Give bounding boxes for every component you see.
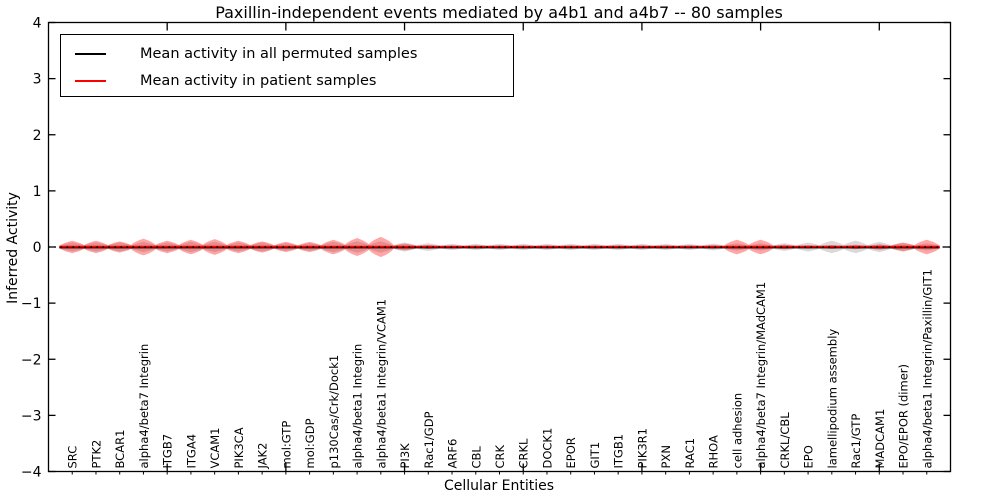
legend-label-permuted: Mean activity in all permuted samples (140, 45, 418, 62)
x-category-label: CBL (469, 446, 483, 469)
x-category-label: SRC (66, 446, 80, 469)
y-tick-label: 0 (33, 240, 42, 256)
y-tick-label: 1 (33, 184, 42, 200)
x-category-label: PTK2 (89, 440, 103, 469)
x-category-label: VCAM1 (208, 427, 222, 468)
y-tick-label: −4 (21, 465, 42, 481)
chart-title: Paxillin-independent events mediated by … (215, 3, 783, 22)
x-category-label: PIK3CA (232, 427, 246, 468)
x-category-label: alpha4/beta1 Integrin/Paxillin/GIT1 (920, 269, 934, 468)
x-category-label: Rac1/GTP (849, 414, 863, 469)
y-axis-label: Inferred Activity (5, 192, 21, 304)
x-category-label: mol:GTP (279, 421, 293, 469)
x-category-label: alpha4/beta7 Integrin (137, 344, 151, 469)
x-category-label: DOCK1 (540, 428, 554, 469)
legend-item-patient: Mean activity in patient samples (75, 67, 513, 94)
y-tick-label: 4 (33, 16, 42, 32)
x-category-label: EPO/EPOR (dimer) (897, 364, 911, 469)
x-category-label: PIK3R1 (635, 428, 649, 469)
x-category-label: lamellipodium assembly (825, 329, 839, 469)
x-category-label: ITGB1 (612, 434, 626, 469)
x-category-label: Rac1/GDP (422, 411, 436, 468)
x-category-label: GIT1 (588, 442, 602, 469)
x-category-label: PXN (659, 445, 673, 468)
x-category-label: CRKL/CBL (778, 412, 792, 469)
x-category-label: alpha4/beta1 Integrin/VCAM1 (374, 299, 388, 469)
legend-label-patient: Mean activity in patient samples (140, 72, 377, 89)
y-tick-label: −2 (21, 352, 42, 368)
legend-item-permuted: Mean activity in all permuted samples (75, 40, 513, 67)
y-tick-label: −3 (21, 408, 42, 424)
x-category-label: cell adhesion (730, 393, 744, 469)
x-category-label: EPO (802, 445, 816, 468)
legend: Mean activity in all permuted samples Me… (60, 34, 514, 97)
x-category-label: EPOR (564, 437, 578, 468)
x-category-label: ITGA4 (184, 434, 198, 469)
y-tick-label: 3 (33, 72, 42, 88)
x-category-label: p130Cas/Crk/Dock1 (327, 355, 341, 469)
x-category-label: BCAR1 (113, 430, 127, 469)
x-category-label: CRK (493, 444, 507, 468)
y-tick-label: −1 (21, 296, 42, 312)
x-category-label: alpha4/beta1 Integrin (351, 344, 365, 469)
x-category-label: alpha4/beta7 Integrin/MAdCAM1 (754, 282, 768, 469)
x-category-label: RAC1 (683, 438, 697, 469)
x-category-label: PI3K (398, 443, 412, 469)
x-category-label: JAK2 (256, 443, 270, 470)
x-category-label: ARF6 (446, 439, 460, 469)
x-category-label: ITGB7 (161, 434, 175, 469)
x-axis-label: Cellular Entities (443, 478, 555, 494)
legend-line-patient-icon (75, 79, 106, 82)
legend-line-permuted-icon (75, 52, 106, 55)
x-category-label: CRKL (517, 438, 531, 469)
x-category-label: MADCAM1 (873, 409, 887, 469)
x-category-label: RHOA (707, 435, 721, 468)
y-tick-label: 2 (33, 128, 42, 144)
x-category-label: mol:GDP (303, 418, 317, 468)
